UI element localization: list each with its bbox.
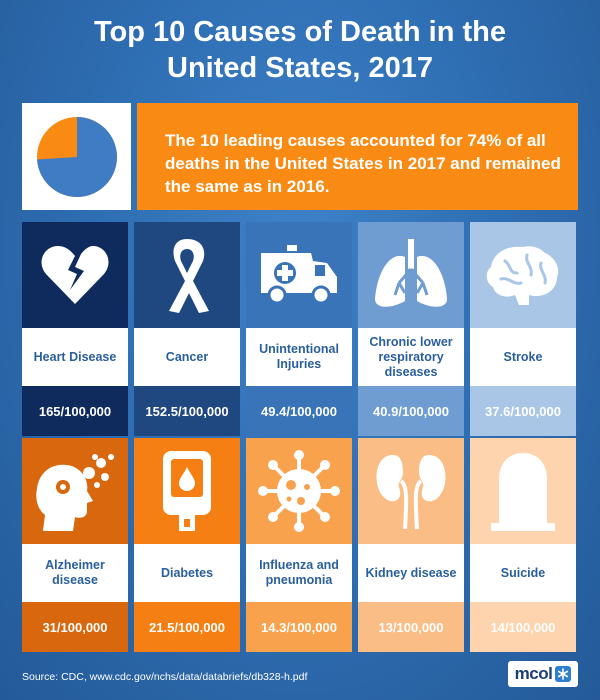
cause-rate: 165/100,000	[22, 386, 128, 436]
cause-name: Heart Disease	[22, 328, 128, 386]
title-line-2: United States, 2017	[167, 52, 433, 84]
cause-rate: 13/100,000	[358, 602, 464, 652]
cause-icon-box	[22, 222, 128, 328]
cause-card-alzheimer: Alzheimer disease 31/100,000	[22, 438, 128, 652]
gravestone-icon	[491, 453, 555, 531]
cause-icon-box	[134, 438, 240, 544]
cause-name: Cancer	[134, 328, 240, 386]
cause-card-influenza: Influenza and pneumonia 14.3/100,000	[246, 438, 352, 652]
cause-rate: 40.9/100,000	[358, 386, 464, 436]
page-title: Top 10 Causes of Death in the United Sta…	[0, 14, 600, 86]
ambulance-icon	[261, 245, 337, 305]
mcol-logo: mcol	[508, 661, 578, 687]
cause-name: Suicide	[470, 544, 576, 602]
summary-callout: The 10 leading causes accounted for 74% …	[137, 103, 578, 210]
cause-card-chronic-lower-respiratory: Chronic lower respiratory diseases 40.9/…	[358, 222, 464, 436]
cause-card-suicide: Suicide 14/100,000	[470, 438, 576, 652]
title-line-1: Top 10 Causes of Death in the	[94, 16, 506, 48]
pie-chart-box	[22, 103, 131, 210]
brain-icon	[486, 246, 559, 305]
lungs-icon	[375, 239, 447, 307]
cause-card-diabetes: Diabetes 21.5/100,000	[134, 438, 240, 652]
cause-icon-box	[246, 438, 352, 544]
cause-icon-box	[470, 438, 576, 544]
cause-name: Alzheimer disease	[22, 544, 128, 602]
cause-icon-box	[246, 222, 352, 328]
broken-heart-icon	[41, 246, 109, 304]
cause-rate: 21.5/100,000	[134, 602, 240, 652]
cause-rate: 31/100,000	[22, 602, 128, 652]
snowflake-icon	[555, 666, 572, 682]
cause-rate: 14/100,000	[470, 602, 576, 652]
glucose-meter-icon	[163, 451, 211, 531]
cause-name: Stroke	[470, 328, 576, 386]
cause-name: Kidney disease	[358, 544, 464, 602]
cause-rate: 152.5/100,000	[134, 386, 240, 436]
cause-name: Diabetes	[134, 544, 240, 602]
cause-icon-box	[22, 438, 128, 544]
head-bubbles-icon	[36, 454, 114, 531]
cause-card-heart-disease: Heart Disease 165/100,000	[22, 222, 128, 436]
cause-icon-box	[358, 438, 464, 544]
cause-name: Unintentional Injuries	[246, 328, 352, 386]
cause-card-kidney-disease: Kidney disease 13/100,000	[358, 438, 464, 652]
cause-name: Chronic lower respiratory diseases	[358, 328, 464, 386]
awareness-ribbon-icon	[169, 239, 209, 313]
cause-name: Influenza and pneumonia	[246, 544, 352, 602]
source-citation: Source: CDC, www.cdc.gov/nchs/data/datab…	[22, 671, 308, 683]
cause-card-cancer: Cancer 152.5/100,000	[134, 222, 240, 436]
cause-icon-box	[134, 222, 240, 328]
cause-icon-box	[358, 222, 464, 328]
cause-rate: 49.4/100,000	[246, 386, 352, 436]
cause-card-stroke: Stroke 37.6/100,000	[470, 222, 576, 436]
kidneys-icon	[376, 455, 446, 530]
summary-text: The 10 leading causes accounted for 74% …	[165, 131, 561, 196]
cause-card-unintentional-injuries: Unintentional Injuries 49.4/100,000	[246, 222, 352, 436]
cause-rate: 37.6/100,000	[470, 386, 576, 436]
cause-icon-box	[470, 222, 576, 328]
cause-rate: 14.3/100,000	[246, 602, 352, 652]
pie-chart-icon	[36, 116, 117, 197]
pie-share-slice	[36, 116, 117, 197]
virus-icon	[258, 450, 340, 532]
logo-text: mcol	[514, 664, 553, 683]
